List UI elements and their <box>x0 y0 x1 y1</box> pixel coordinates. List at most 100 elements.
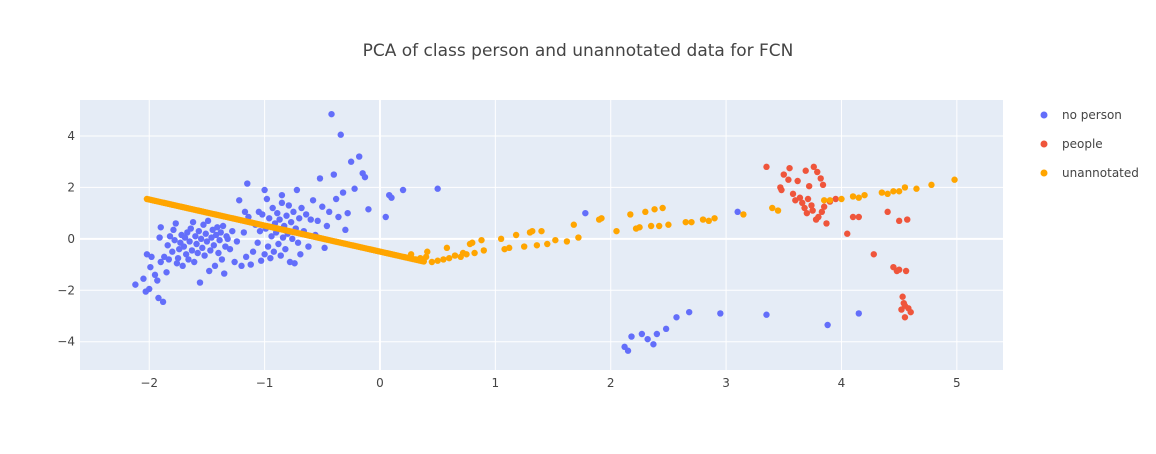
scatter-point <box>216 236 223 244</box>
scatter-point <box>480 247 488 254</box>
scatter-point <box>289 235 296 243</box>
scatter-point <box>261 186 268 194</box>
legend-item-no-person[interactable]: no person <box>1040 108 1122 122</box>
scatter-point <box>446 254 453 262</box>
scatter-point <box>388 194 395 201</box>
x-tick-label: 3 <box>722 376 730 390</box>
scatter-point <box>193 240 200 248</box>
scatter-point <box>814 168 821 176</box>
scatter-point <box>855 310 862 317</box>
scatter-point <box>194 249 201 257</box>
scatter-point <box>219 222 227 230</box>
scatter-point <box>928 181 935 189</box>
scatter-point <box>818 208 826 216</box>
scatter-point <box>164 242 171 249</box>
scatter-point <box>165 256 173 263</box>
legend[interactable]: no person people unannotated <box>1040 108 1139 180</box>
scatter-point <box>218 256 226 263</box>
x-tick-label: −2 <box>140 376 158 390</box>
scatter-point <box>644 335 651 343</box>
scatter-point <box>264 243 272 250</box>
scatter-point <box>240 229 248 236</box>
scatter-point <box>189 218 197 226</box>
scatter-point <box>157 224 164 231</box>
scatter-point <box>855 194 862 201</box>
scatter-point <box>582 209 589 217</box>
axis-ticks: −2 −1 0 1 2 3 4 5 −4 −2 0 2 4 <box>57 129 960 390</box>
legend-label: unannotated <box>1062 166 1139 180</box>
scatter-point <box>169 248 176 255</box>
legend-item-people[interactable]: people <box>1040 137 1103 151</box>
scatter-point <box>808 202 815 209</box>
legend-label: people <box>1062 137 1103 151</box>
scatter-point <box>204 217 212 225</box>
scatter-point <box>951 176 958 183</box>
x-tick-label: 2 <box>607 376 615 390</box>
scatter-point <box>157 258 164 266</box>
scatter-point <box>261 251 268 258</box>
scatter-point <box>173 260 181 267</box>
scatter-point <box>309 197 317 204</box>
scatter-point <box>428 258 436 266</box>
scatter-point <box>174 254 182 262</box>
scatter-point <box>520 243 528 250</box>
legend-item-unannotated[interactable]: unannotated <box>1040 166 1139 180</box>
scatter-point <box>655 222 663 230</box>
legend-marker <box>1040 111 1048 119</box>
scatter-point <box>305 243 312 250</box>
scatter-point <box>803 209 811 217</box>
x-tick-label: 5 <box>953 376 961 390</box>
scatter-point <box>682 218 689 226</box>
scatter-point <box>598 215 605 222</box>
scatter-point <box>172 220 179 227</box>
scatter-point <box>285 202 293 209</box>
scatter-point <box>132 281 139 288</box>
x-tick-label: −1 <box>256 376 274 390</box>
scatter-point <box>319 203 326 210</box>
scatter-point <box>685 308 693 316</box>
y-tick-label: 0 <box>67 232 75 246</box>
scatter-point <box>268 233 275 240</box>
scatter-point <box>196 279 204 286</box>
scatter-point <box>148 253 155 261</box>
scatter-point <box>202 230 209 237</box>
y-tick-label: 2 <box>67 180 75 194</box>
scatter-point <box>294 239 302 246</box>
scatter-point <box>895 217 903 225</box>
scatter-point <box>659 204 666 212</box>
scatter-point <box>810 163 817 171</box>
scatter-point <box>186 238 193 245</box>
legend-marker <box>1040 169 1048 177</box>
scatter-point <box>907 308 914 316</box>
scatter-point <box>302 211 310 218</box>
scatter-point <box>201 252 208 259</box>
scatter-point <box>440 256 447 263</box>
scatter-point <box>638 330 646 338</box>
scatter-point <box>146 285 153 293</box>
scatter-point <box>229 227 236 235</box>
scatter-point <box>297 251 304 258</box>
scatter-point <box>443 244 451 252</box>
scatter-point <box>191 258 198 266</box>
scatter-point <box>207 247 214 254</box>
scatter-point <box>214 224 221 231</box>
scatter-point <box>673 314 680 321</box>
scatter-point <box>347 158 355 165</box>
scatter-point <box>275 240 282 248</box>
scatter-point <box>552 236 559 244</box>
scatter-point <box>307 216 314 223</box>
scatter-point <box>259 211 266 218</box>
scatter-point <box>217 229 224 236</box>
scatter-point <box>451 252 459 259</box>
y-tick-label: −4 <box>57 335 75 349</box>
scatter-point <box>844 230 851 237</box>
scatter-point <box>899 293 906 300</box>
scatter-point <box>794 177 801 185</box>
scatter-point <box>901 314 909 321</box>
scatter-point <box>529 227 536 235</box>
scatter-point <box>780 171 787 178</box>
scatter-point <box>662 325 670 333</box>
scatter-point <box>570 221 578 228</box>
